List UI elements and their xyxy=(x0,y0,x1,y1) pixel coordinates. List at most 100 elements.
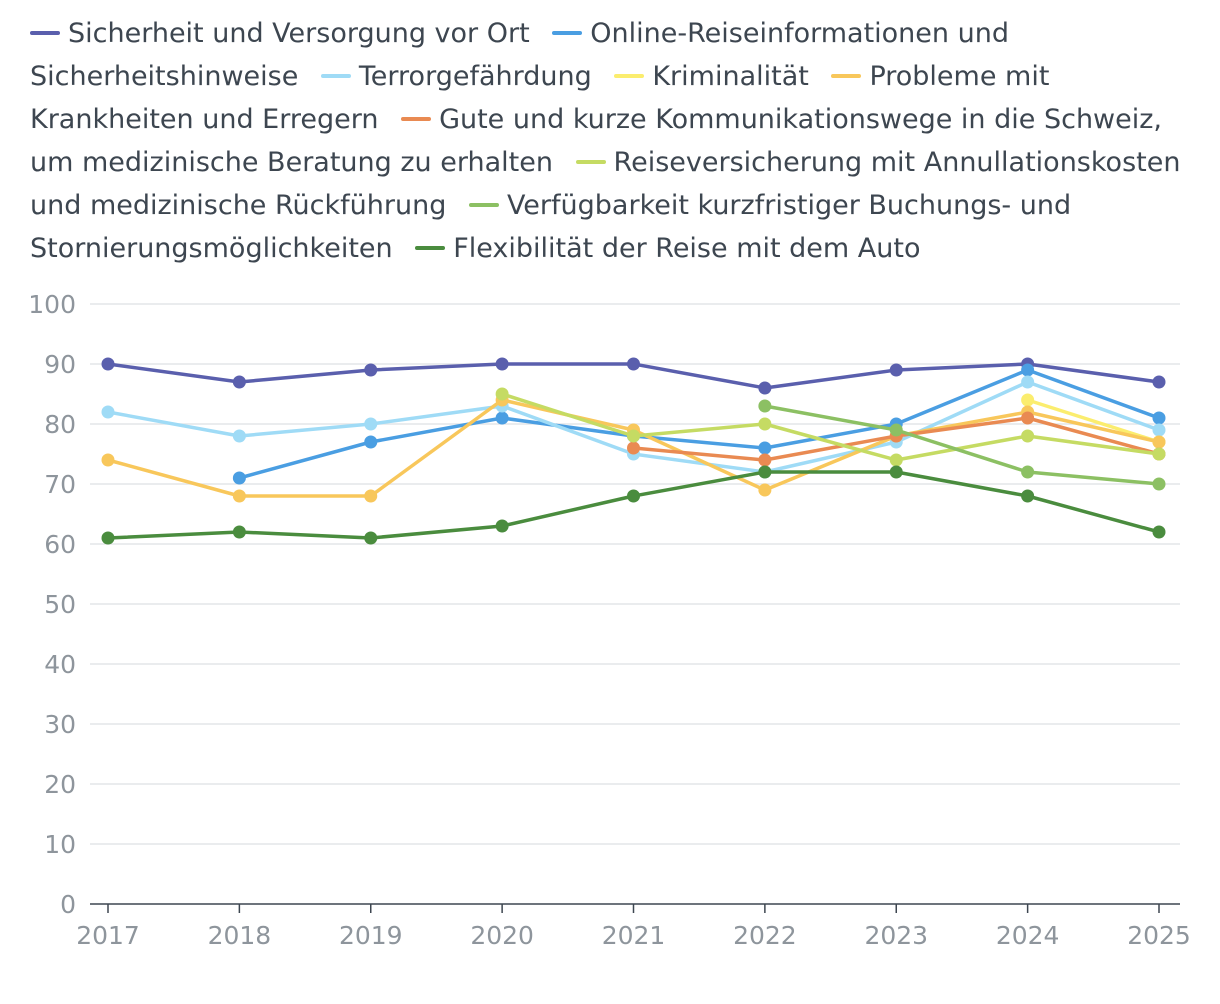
legend-label: Verfügbarkeit kurzfristiger Buchungs- un… xyxy=(30,190,1072,264)
data-point[interactable] xyxy=(364,363,378,377)
data-point[interactable] xyxy=(1021,429,1035,443)
data-point[interactable] xyxy=(101,531,115,545)
x-axis: 2017 2018 2019 2020 2021 2022 2023 2024 2025 xyxy=(76,903,1191,950)
legend-swatch xyxy=(401,116,432,121)
data-point[interactable] xyxy=(1152,435,1166,449)
y-tick-label: 30 xyxy=(44,710,76,739)
legend-label: Gute und kurze Kommunikationswege in die… xyxy=(30,104,1163,178)
y-tick-label: 50 xyxy=(44,590,76,619)
data-point[interactable] xyxy=(364,489,378,503)
data-point[interactable] xyxy=(495,411,509,425)
data-point[interactable] xyxy=(1021,363,1035,377)
data-point[interactable] xyxy=(495,357,509,371)
data-point[interactable] xyxy=(627,441,640,455)
series xyxy=(101,357,1166,395)
data-point[interactable] xyxy=(364,417,378,431)
legend-item[interactable]: Reiseversicherung mit Annullationskosten… xyxy=(30,147,1180,221)
legend-swatch xyxy=(831,73,862,78)
legend-label: Probleme mit Krankheiten und Erregern xyxy=(30,61,1050,135)
legend-swatch xyxy=(614,73,645,78)
legend-label: Flexibilität der Reise mit dem Auto xyxy=(453,233,921,264)
data-point[interactable] xyxy=(627,489,640,503)
legend-label: Kriminalität xyxy=(652,61,809,92)
data-point[interactable] xyxy=(1152,477,1166,491)
y-tick-label: 70 xyxy=(44,470,76,499)
y-tick-label: 20 xyxy=(44,770,76,799)
series-line xyxy=(237,368,1161,480)
data-point[interactable] xyxy=(889,453,903,467)
data-point[interactable] xyxy=(101,405,115,419)
x-tick-label: 2021 xyxy=(602,921,666,950)
legend-swatch xyxy=(575,159,606,164)
series-line xyxy=(763,404,1161,486)
data-point[interactable] xyxy=(232,489,246,503)
series-line xyxy=(500,392,1161,462)
legend-item[interactable]: Flexibilität der Reise mit dem Auto xyxy=(415,233,921,264)
data-point[interactable] xyxy=(758,465,772,479)
legend-item[interactable]: Terrorgefährdung xyxy=(320,61,592,92)
data-point[interactable] xyxy=(1021,375,1035,389)
series xyxy=(495,387,1166,467)
legend-swatch xyxy=(415,245,446,250)
data-point[interactable] xyxy=(1021,465,1035,479)
legend-swatch xyxy=(320,73,351,78)
series-group xyxy=(101,357,1166,545)
data-point[interactable] xyxy=(889,363,903,377)
data-point[interactable] xyxy=(364,435,378,449)
legend-swatch xyxy=(468,202,499,207)
data-point[interactable] xyxy=(232,429,246,443)
data-point[interactable] xyxy=(1021,411,1035,425)
legend-item[interactable]: Gute und kurze Kommunikationswege in die… xyxy=(30,104,1162,178)
legend-swatch xyxy=(30,30,60,35)
x-tick-label: 2024 xyxy=(996,921,1060,950)
y-tick-label: 0 xyxy=(60,890,76,919)
legend-item[interactable]: Kriminalität xyxy=(614,61,809,92)
data-point[interactable] xyxy=(1152,447,1166,461)
data-point[interactable] xyxy=(758,483,772,497)
legend-label: Reiseversicherung mit Annullationskosten… xyxy=(30,147,1181,221)
data-point[interactable] xyxy=(627,429,640,443)
data-point[interactable] xyxy=(758,453,772,467)
series-line xyxy=(1025,398,1161,444)
data-point[interactable] xyxy=(232,375,246,389)
data-point[interactable] xyxy=(758,381,772,395)
legend-item[interactable]: Sicherheit und Versorgung vor Ort xyxy=(30,18,530,49)
y-tick-label: 60 xyxy=(44,530,76,559)
legend-label: Online-Reiseinformationen und Sicherheit… xyxy=(30,18,1009,92)
x-tick-label: 2018 xyxy=(208,921,272,950)
x-tick-label: 2025 xyxy=(1127,921,1191,950)
y-tick-label: 100 xyxy=(28,290,76,319)
gridlines xyxy=(90,303,1180,845)
data-point[interactable] xyxy=(101,357,115,371)
data-point[interactable] xyxy=(1021,393,1035,407)
data-point[interactable] xyxy=(232,525,246,539)
data-point[interactable] xyxy=(495,519,509,533)
data-point[interactable] xyxy=(758,417,772,431)
legend-swatch xyxy=(552,30,583,35)
data-point[interactable] xyxy=(232,471,246,485)
data-point[interactable] xyxy=(1152,375,1166,389)
series-line xyxy=(106,470,1161,540)
x-tick-label: 2023 xyxy=(864,921,928,950)
legend-item[interactable]: Verfügbarkeit kurzfristiger Buchungs- un… xyxy=(30,190,1071,264)
data-point[interactable] xyxy=(889,423,903,437)
data-point[interactable] xyxy=(495,387,509,401)
data-point[interactable] xyxy=(627,357,640,371)
data-point[interactable] xyxy=(889,465,903,479)
data-point[interactable] xyxy=(758,441,772,455)
data-point[interactable] xyxy=(101,453,115,467)
data-point[interactable] xyxy=(1152,423,1166,437)
legend-label: Sicherheit und Versorgung vor Ort xyxy=(68,18,530,49)
data-point[interactable] xyxy=(364,531,378,545)
data-point[interactable] xyxy=(758,399,772,413)
data-point[interactable] xyxy=(1152,525,1166,539)
series xyxy=(101,465,1166,545)
legend-item[interactable]: Online-Reiseinformationen und Sicherheit… xyxy=(30,18,1009,92)
x-tick-label: 2019 xyxy=(339,921,403,950)
legend-item[interactable]: Probleme mit Krankheiten und Erregern xyxy=(30,61,1049,135)
y-axis: 0 10 20 30 40 50 60 70 80 90 100 xyxy=(28,290,76,919)
data-point[interactable] xyxy=(1152,411,1166,425)
y-tick-label: 80 xyxy=(44,410,76,439)
data-point[interactable] xyxy=(1021,489,1035,503)
